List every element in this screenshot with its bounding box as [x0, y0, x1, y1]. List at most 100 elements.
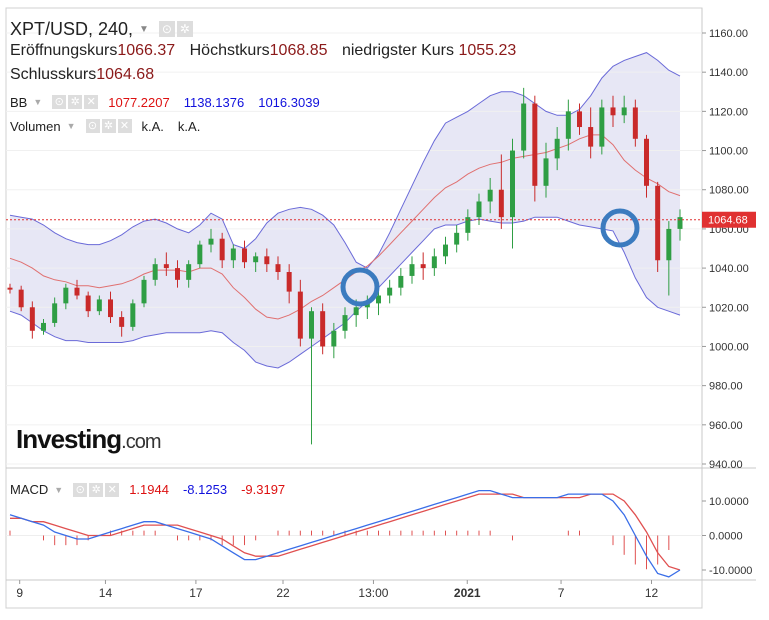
candle [666, 221, 672, 296]
macd-value-macd: -8.1253 [182, 482, 228, 497]
close-icon[interactable]: ✕ [105, 482, 120, 497]
candle-body [141, 279, 147, 304]
candle-body [431, 256, 437, 269]
candle-body [353, 307, 359, 316]
macd-label[interactable]: MACD [10, 482, 49, 497]
candle-body [677, 217, 683, 229]
gear-icon[interactable]: ✲ [89, 482, 104, 497]
candle-body [387, 287, 393, 296]
price-axis-label: 960.00 [709, 420, 743, 432]
price-axis-label: 1140.00 [709, 67, 748, 79]
candle [230, 244, 236, 269]
candle-body [186, 264, 192, 280]
price-axis-label: 940.00 [709, 459, 743, 471]
highlight-circle-marker [600, 208, 640, 248]
price-axis-label: 980.00 [709, 381, 743, 393]
candle [331, 322, 337, 359]
candle-body [632, 107, 638, 139]
candle-body [487, 189, 493, 202]
candle-body [130, 303, 136, 327]
candle [141, 275, 147, 308]
symbol-row: XPT/USD, 240, ▼ ⊙ ✲ [10, 16, 516, 42]
symbol-title[interactable]: XPT/USD, 240, [10, 18, 134, 39]
investing-logo: Investing.com [16, 424, 161, 454]
candle-body [599, 107, 605, 147]
candle [242, 240, 247, 269]
candle [63, 283, 69, 310]
candle [74, 279, 80, 300]
candle-body [52, 303, 58, 323]
candle-body [498, 189, 504, 218]
candle [632, 99, 638, 147]
eye-icon[interactable]: ⊙ [73, 482, 88, 497]
candle-body [532, 103, 538, 186]
time-axis-label: 17 [189, 586, 203, 600]
candle [52, 297, 58, 327]
candle [219, 232, 225, 269]
last-price-tag-text: 1064.68 [708, 215, 748, 227]
candle-body [7, 287, 13, 290]
candle-body [376, 295, 381, 304]
high-value: 1068.85 [269, 42, 328, 59]
candle [510, 138, 515, 249]
candle-body [443, 244, 448, 257]
candle [431, 248, 437, 276]
chevron-down-icon[interactable]: ▼ [66, 121, 76, 131]
candle-body [219, 238, 225, 261]
candle-body [543, 158, 549, 186]
candle-body [74, 287, 80, 296]
candle-body [175, 268, 180, 280]
candle [599, 99, 605, 155]
candle-body [63, 287, 69, 304]
candle [498, 154, 504, 229]
candle [677, 209, 683, 241]
gear-icon[interactable]: ✲ [176, 21, 193, 37]
chart-legend: XPT/USD, 240, ▼ ⊙ ✲ Eröffnungskurs1066.3… [10, 16, 516, 138]
candle-body [554, 138, 560, 159]
candle [655, 181, 661, 273]
highlight-circle-marker [340, 267, 380, 307]
chevron-down-icon[interactable]: ▼ [139, 23, 149, 35]
low-label: niedrigster Kurs [341, 42, 454, 59]
candle [532, 95, 538, 202]
candle-body [108, 299, 113, 318]
close-icon[interactable]: ✕ [84, 95, 99, 109]
bb-value-upper: 1138.1376 [183, 94, 245, 110]
bb-fill-area [10, 52, 680, 368]
chevron-down-icon[interactable]: ▼ [33, 97, 43, 107]
volume-label[interactable]: Volumen [10, 118, 61, 134]
candle-body [644, 138, 649, 186]
candle [465, 209, 471, 241]
candle-body [96, 299, 102, 312]
candle-body [286, 272, 292, 292]
candle-body [297, 291, 303, 339]
open-value: 1066.37 [117, 42, 176, 59]
eye-icon[interactable]: ⊙ [52, 95, 67, 109]
candle-body [610, 107, 616, 116]
candle-body [420, 264, 426, 269]
candle [543, 142, 549, 198]
candle-body [119, 317, 125, 327]
macd-value-signal: -9.3197 [241, 482, 286, 497]
candle-body [230, 248, 236, 261]
candle-body [521, 103, 527, 151]
candle-body [577, 111, 582, 128]
candle-body [242, 248, 247, 263]
close-icon[interactable]: ✕ [117, 119, 132, 133]
candle [253, 252, 259, 273]
candle-body [565, 111, 571, 139]
macd-signal-line [10, 493, 681, 571]
settings-icon[interactable]: ⊙ [158, 21, 175, 37]
candle-body [476, 201, 482, 218]
bb-value-lower: 1016.3039 [258, 94, 320, 110]
time-axis-label: 14 [99, 586, 113, 600]
gear-icon[interactable]: ✲ [101, 119, 116, 133]
bb-label[interactable]: BB [10, 94, 28, 110]
candle [29, 301, 35, 339]
eye-icon[interactable]: ⊙ [85, 119, 100, 133]
chevron-down-icon[interactable]: ▼ [54, 484, 64, 495]
candle [320, 303, 326, 355]
gear-icon[interactable]: ✲ [68, 95, 83, 109]
